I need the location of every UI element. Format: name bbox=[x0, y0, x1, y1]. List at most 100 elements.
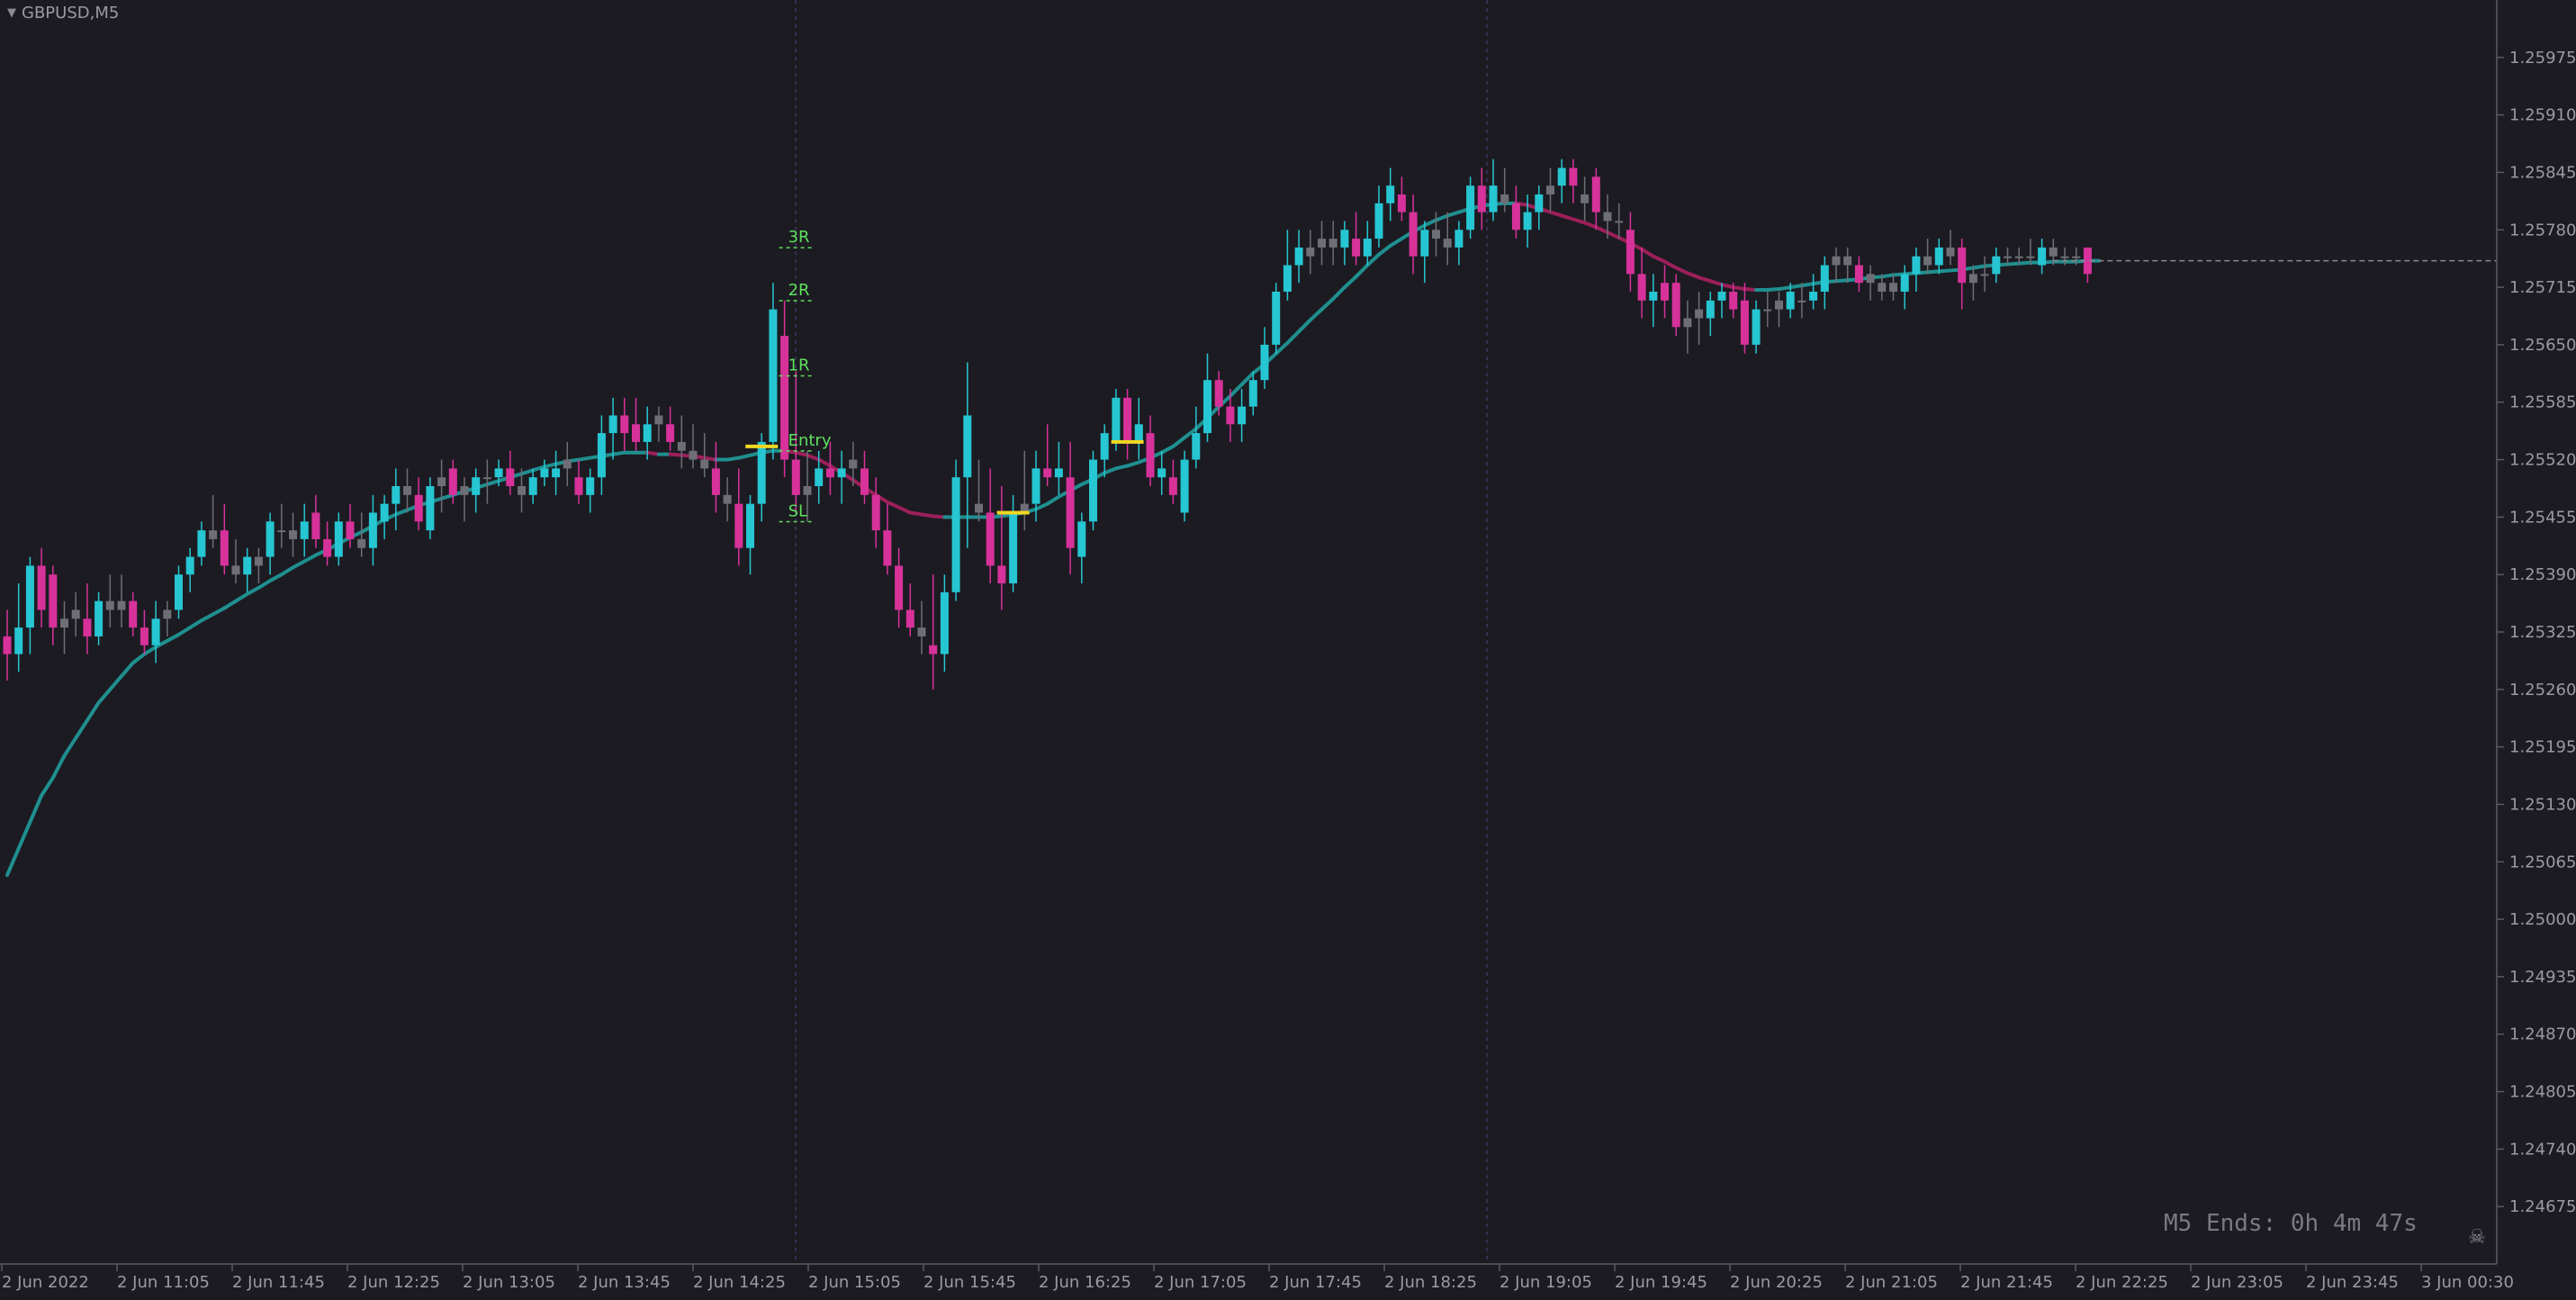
candle[interactable] bbox=[1523, 194, 1532, 248]
candle[interactable] bbox=[723, 477, 732, 522]
candle[interactable] bbox=[1294, 230, 1303, 284]
candle[interactable] bbox=[1238, 389, 1247, 442]
candle[interactable] bbox=[1043, 424, 1052, 486]
candle[interactable] bbox=[837, 450, 846, 504]
candle[interactable] bbox=[209, 494, 218, 548]
candle[interactable] bbox=[574, 459, 583, 504]
candle[interactable] bbox=[1729, 283, 1738, 319]
candle[interactable] bbox=[1958, 239, 1967, 310]
candle[interactable] bbox=[1455, 221, 1464, 266]
candle[interactable] bbox=[620, 397, 629, 451]
candle[interactable] bbox=[140, 609, 149, 655]
candle[interactable] bbox=[460, 477, 469, 522]
candle[interactable] bbox=[1786, 283, 1795, 319]
candle[interactable] bbox=[311, 494, 320, 548]
candle[interactable] bbox=[586, 468, 595, 513]
candle[interactable] bbox=[1649, 274, 1658, 328]
candle[interactable] bbox=[1203, 353, 1211, 442]
candle[interactable] bbox=[734, 468, 743, 566]
candle[interactable] bbox=[986, 468, 995, 583]
candle[interactable] bbox=[1283, 230, 1292, 301]
candle[interactable] bbox=[1615, 203, 1624, 239]
candle[interactable] bbox=[254, 547, 263, 583]
candle[interactable] bbox=[563, 441, 572, 486]
candle[interactable] bbox=[71, 591, 80, 636]
candle[interactable] bbox=[1934, 239, 1943, 275]
candle[interactable] bbox=[905, 583, 914, 636]
candle[interactable] bbox=[951, 459, 960, 601]
candle[interactable] bbox=[1168, 459, 1177, 504]
candle[interactable] bbox=[1374, 185, 1383, 248]
candle[interactable] bbox=[346, 503, 355, 548]
candle[interactable] bbox=[677, 415, 686, 469]
candle[interactable] bbox=[1477, 167, 1486, 230]
candle[interactable] bbox=[1386, 167, 1395, 221]
candle[interactable] bbox=[632, 397, 640, 451]
candle[interactable] bbox=[243, 547, 252, 592]
candle[interactable] bbox=[1900, 265, 1909, 310]
candle[interactable] bbox=[1866, 265, 1875, 301]
candle[interactable] bbox=[1671, 274, 1680, 337]
candle[interactable] bbox=[414, 477, 423, 531]
candle[interactable] bbox=[368, 494, 377, 566]
candle[interactable] bbox=[151, 600, 160, 664]
candle[interactable] bbox=[883, 503, 892, 575]
candle[interactable] bbox=[83, 583, 92, 655]
candle[interactable] bbox=[403, 468, 411, 513]
candle[interactable] bbox=[975, 459, 983, 522]
candle[interactable] bbox=[1832, 247, 1841, 284]
candle[interactable] bbox=[117, 574, 126, 628]
candle[interactable] bbox=[997, 486, 1006, 610]
candle[interactable] bbox=[25, 556, 34, 655]
candle[interactable] bbox=[1306, 230, 1315, 275]
candle[interactable] bbox=[1591, 167, 1600, 230]
candle[interactable] bbox=[472, 468, 481, 513]
candle[interactable] bbox=[1706, 292, 1715, 337]
candle[interactable] bbox=[1157, 450, 1166, 495]
candle[interactable] bbox=[1489, 158, 1498, 221]
candle[interactable] bbox=[1123, 389, 1132, 460]
candle[interactable] bbox=[266, 512, 275, 575]
candle[interactable] bbox=[197, 521, 206, 566]
candle[interactable] bbox=[1809, 274, 1818, 310]
skull-crossbones-icon[interactable]: ☠ bbox=[2468, 1226, 2486, 1249]
candle[interactable] bbox=[392, 468, 401, 531]
candle[interactable] bbox=[289, 512, 297, 557]
candle[interactable] bbox=[1569, 158, 1578, 203]
candle[interactable] bbox=[2004, 247, 2012, 266]
candle[interactable] bbox=[1443, 212, 1452, 266]
candle[interactable] bbox=[185, 547, 194, 592]
candle[interactable] bbox=[1352, 212, 1361, 266]
candle[interactable] bbox=[643, 406, 652, 460]
candle[interactable] bbox=[506, 450, 515, 495]
candle[interactable] bbox=[1740, 283, 1749, 354]
candle[interactable] bbox=[689, 424, 698, 469]
candle[interactable] bbox=[1100, 424, 1109, 478]
candle[interactable] bbox=[940, 574, 949, 673]
candle[interactable] bbox=[1878, 274, 1887, 301]
candle[interactable] bbox=[1889, 274, 1897, 301]
candle[interactable] bbox=[1192, 406, 1201, 469]
candle[interactable] bbox=[711, 441, 720, 513]
candle[interactable] bbox=[1272, 283, 1281, 354]
candle[interactable] bbox=[654, 406, 663, 442]
candle[interactable] bbox=[1409, 194, 1418, 275]
candle[interactable] bbox=[426, 477, 435, 539]
candle[interactable] bbox=[1797, 283, 1806, 319]
candle[interactable] bbox=[2014, 247, 2023, 266]
candle[interactable] bbox=[129, 591, 138, 636]
candle[interactable] bbox=[1066, 441, 1075, 575]
candle[interactable] bbox=[1775, 292, 1783, 328]
candle[interactable] bbox=[1226, 389, 1235, 442]
candle[interactable] bbox=[1260, 327, 1269, 389]
candle[interactable] bbox=[1923, 239, 1932, 275]
candle[interactable] bbox=[1432, 212, 1440, 257]
candle[interactable] bbox=[1031, 450, 1040, 522]
candle[interactable] bbox=[1363, 221, 1372, 266]
candle[interactable] bbox=[1077, 512, 1086, 583]
candle[interactable] bbox=[437, 459, 446, 513]
candle[interactable] bbox=[2026, 239, 2035, 266]
candle[interactable] bbox=[1009, 494, 1018, 592]
candle[interactable] bbox=[1717, 283, 1726, 319]
candle[interactable] bbox=[380, 494, 389, 539]
